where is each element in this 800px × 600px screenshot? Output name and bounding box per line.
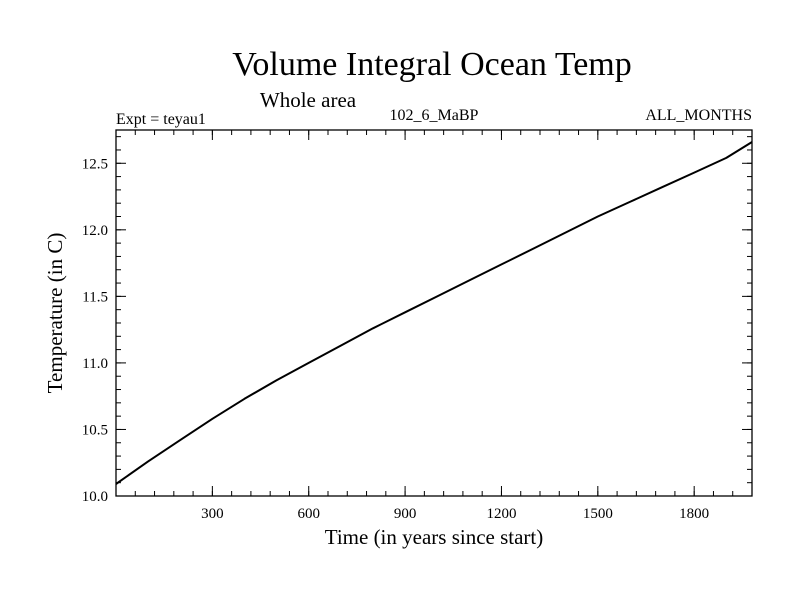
y-tick-label: 10.5 xyxy=(82,422,108,438)
series-line xyxy=(115,141,753,485)
chart-subtitle: Whole area xyxy=(260,88,357,112)
x-tick-labels: 300 600 900 1200 1500 1800 xyxy=(201,506,709,522)
y-tick-label: 11.5 xyxy=(82,289,108,305)
x-tick-label: 1200 xyxy=(486,506,516,522)
series-layer xyxy=(115,141,753,485)
plot-frame xyxy=(115,129,753,497)
y-tick-label: 11.0 xyxy=(82,356,108,372)
minor-ticks xyxy=(116,130,752,496)
y-tick-label: 12.0 xyxy=(82,223,108,239)
y-tick-labels: 10.0 10.5 11.0 11.5 12.0 12.5 xyxy=(82,156,108,505)
y-axis-label: Temperature (in C) xyxy=(43,233,67,394)
x-tick-label: 1500 xyxy=(583,506,613,522)
chart-title: Volume Integral Ocean Temp xyxy=(232,46,632,83)
x-tick-label: 600 xyxy=(297,506,320,522)
y-tick-label: 12.5 xyxy=(82,156,108,172)
period-label: 102_6_MaBP xyxy=(390,107,479,124)
x-tick-label: 1800 xyxy=(679,506,709,522)
y-tick-label: 10.0 xyxy=(82,489,108,505)
major-ticks xyxy=(116,130,752,497)
experiment-label: Expt = teyau1 xyxy=(116,111,206,128)
x-tick-label: 900 xyxy=(394,506,417,522)
x-tick-label: 300 xyxy=(201,506,224,522)
x-axis-label: Time (in years since start) xyxy=(325,525,544,549)
months-label: ALL_MONTHS xyxy=(645,107,752,124)
